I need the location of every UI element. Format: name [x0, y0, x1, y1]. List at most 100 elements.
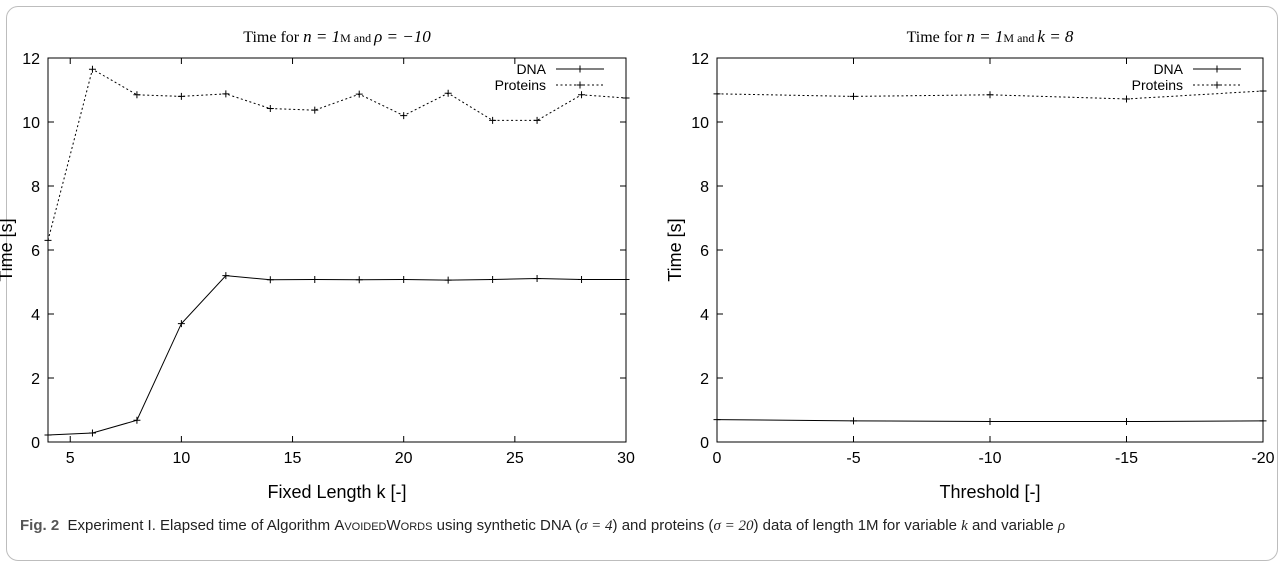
y-tick-label: 4: [31, 307, 40, 324]
legend-label-dna: DNA: [516, 61, 546, 77]
data-point-proteins: [311, 106, 319, 114]
title-param: k = 8: [1037, 27, 1074, 46]
title-param: ρ = −10: [373, 27, 431, 46]
data-point-proteins: [222, 90, 230, 98]
legend-marker-proteins: [576, 81, 584, 89]
x-tick-label: 10: [172, 450, 190, 467]
plot-area: [716, 57, 1264, 443]
data-point-proteins: [1123, 95, 1130, 103]
figure-frame: [6, 6, 1278, 561]
caption-text-b: using synthetic DNA (: [436, 517, 581, 534]
title-n: n = 1: [966, 27, 1003, 46]
x-tick-label: -15: [1115, 450, 1138, 467]
x-tick-label: 20: [395, 450, 413, 467]
y-tick-label: 12: [691, 51, 709, 68]
x-tick-label: -10: [978, 450, 1001, 467]
data-point-proteins: [1259, 87, 1267, 95]
legend-marker-proteins: [1213, 81, 1221, 89]
x-axis-label: Fixed Length k [-]: [267, 482, 406, 502]
plot-area: [47, 57, 627, 443]
caption-algorithm: AvoidedWords: [334, 517, 433, 534]
data-point-dna: [713, 416, 721, 424]
data-point-proteins: [400, 112, 408, 120]
legend-marker-dna: [1213, 65, 1221, 73]
data-point-dna: [177, 320, 185, 328]
legend-marker-dna: [576, 65, 584, 73]
title-n: n = 1: [303, 27, 340, 46]
data-point-dna: [1123, 418, 1130, 426]
x-tick-label: -5: [846, 450, 860, 467]
caption-text-e: and variable: [971, 517, 1054, 534]
data-point-proteins: [133, 91, 141, 99]
x-tick-label: 0: [713, 450, 722, 467]
data-point-proteins: [850, 92, 857, 100]
caption-text-d: ) data of length 1M for variable: [753, 517, 957, 534]
data-point-dna: [533, 274, 541, 282]
chart-title: Time for n = 1M and k = 8: [907, 27, 1074, 46]
legend-label-proteins: Proteins: [1132, 77, 1183, 93]
data-point-dna: [986, 418, 994, 426]
data-point-dna: [355, 276, 363, 284]
series-line-proteins: [717, 90, 1263, 100]
legend-label-proteins: Proteins: [495, 77, 546, 93]
legend-label-dna: DNA: [1153, 61, 1183, 77]
y-tick-label: 4: [700, 307, 709, 324]
data-point-proteins: [44, 236, 52, 244]
data-point-proteins: [177, 92, 185, 100]
data-point-proteins: [713, 90, 721, 98]
figure-caption: Fig. 2 Experiment I. Elapsed time of Alg…: [20, 516, 1270, 536]
y-axis-label: Time [s]: [665, 218, 685, 281]
x-axis-label: Threshold [-]: [939, 482, 1040, 502]
y-tick-label: 12: [22, 51, 40, 68]
series-line-dna: [48, 275, 626, 436]
data-point-proteins: [986, 91, 994, 99]
data-point-dna: [1259, 417, 1267, 425]
caption-sigma-dna: σ = 4: [580, 518, 613, 534]
x-tick-label: 30: [617, 450, 635, 467]
data-point-proteins: [88, 65, 96, 73]
y-tick-label: 6: [700, 243, 709, 260]
caption-var-rho: ρ: [1057, 518, 1066, 534]
data-point-proteins: [355, 90, 363, 98]
data-point-dna: [88, 429, 96, 437]
data-point-dna: [133, 416, 141, 424]
caption-text-a: Experiment I. Elapsed time of Algorithm: [67, 517, 331, 534]
y-tick-label: 8: [31, 179, 40, 196]
caption-sigma-proteins: σ = 20: [713, 518, 754, 534]
y-tick-label: 0: [700, 435, 709, 452]
title-prefix: Time for: [907, 29, 967, 46]
data-point-proteins: [578, 91, 586, 99]
x-tick-label: 5: [66, 450, 75, 467]
data-point-dna: [222, 272, 230, 280]
chart-title: Time for n = 1M and ρ = −10: [243, 27, 431, 46]
x-tick-label: 25: [506, 450, 524, 467]
y-tick-label: 10: [22, 115, 40, 132]
data-point-dna: [622, 275, 630, 283]
chart-fixed-length: 0 2 4 6 8 10 12 5 10 15 20 25 30 Fixed Length k [-] Ti…: [0, 27, 635, 502]
data-point-dna: [44, 431, 52, 439]
data-point-proteins: [266, 105, 274, 113]
x-tick-label: 15: [284, 450, 302, 467]
data-point-dna: [400, 275, 408, 283]
x-tick-label: -20: [1251, 450, 1274, 467]
series-line-proteins: [48, 68, 626, 241]
data-point-dna: [489, 275, 497, 283]
y-axis-label: Time [s]: [0, 218, 16, 281]
data-point-proteins: [444, 89, 452, 97]
data-point-dna: [578, 275, 586, 283]
y-tick-label: 2: [700, 371, 709, 388]
data-point-dna: [850, 417, 857, 425]
y-tick-label: 2: [31, 371, 40, 388]
y-tick-label: 0: [31, 435, 40, 452]
data-point-proteins: [533, 116, 541, 124]
data-point-dna: [444, 276, 452, 284]
y-tick-label: 6: [31, 243, 40, 260]
data-point-proteins: [489, 116, 497, 124]
chart-threshold: 0 2 4 6 8 10 12 0 -5 -10 -15 -20 Threshold [-] Time […: [665, 27, 1275, 502]
title-m-and: M and: [340, 31, 374, 45]
data-point-proteins: [622, 94, 630, 102]
y-tick-label: 8: [700, 179, 709, 196]
caption-label: Fig. 2: [20, 517, 60, 534]
caption-var-k: k: [961, 518, 968, 534]
data-point-dna: [311, 275, 319, 283]
